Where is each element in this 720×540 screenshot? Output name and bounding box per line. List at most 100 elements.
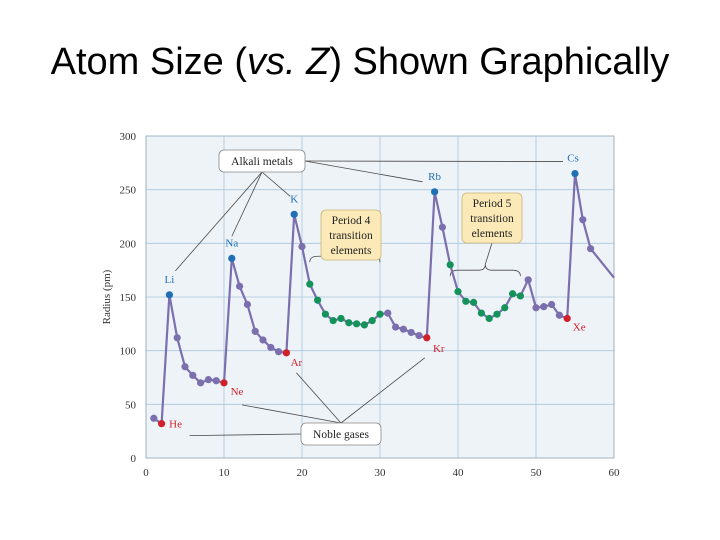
leader-lines [175, 160, 564, 437]
element-label-xe: Xe [573, 321, 586, 333]
data-point-z33 [399, 325, 407, 333]
data-point-z51 [540, 303, 548, 311]
data-point-z34 [407, 328, 415, 337]
y-tick-label: 200 [120, 238, 137, 250]
data-point-z41 [462, 297, 470, 305]
data-point-z26 [345, 319, 353, 327]
data-point-z45 [493, 310, 501, 318]
data-point-z19 [290, 210, 298, 218]
data-point-z11 [228, 254, 236, 262]
period4-callout: Period 4 transition elements [320, 209, 382, 261]
element-label-rb: Rb [428, 171, 441, 183]
data-point-z2 [158, 420, 166, 428]
leader-alkali-rb [304, 160, 423, 183]
period4-box [320, 209, 382, 261]
element-label-li: Li [165, 274, 175, 286]
leader-alkali-cs [304, 160, 564, 162]
data-point-z42 [470, 298, 478, 306]
element-label-k: K [290, 193, 298, 205]
data-point-z56 [579, 216, 587, 224]
data-point-z6 [189, 371, 197, 379]
callouts: Alkali metals Noble gases Period 4 transiti… [218, 149, 523, 446]
data-point-z47 [508, 290, 517, 298]
data-point-z37 [431, 188, 439, 196]
data-point-z30 [376, 310, 384, 318]
noble-gases-label: Noble gases [313, 429, 369, 441]
leader-noble-he [189, 433, 302, 437]
data-point-z1 [150, 414, 158, 422]
data-point-z38 [438, 223, 446, 231]
slide-title: Atom Size (vs. Z) Shown Graphically [50, 41, 670, 83]
data-point-z17 [275, 348, 283, 356]
x-tick-label: 40 [453, 467, 465, 479]
alkali-metals-label: Alkali metals [231, 156, 293, 168]
data-point-z5 [181, 363, 189, 371]
data-points [150, 169, 595, 428]
y-tick-label: 150 [120, 292, 137, 304]
data-point-z32 [392, 323, 400, 331]
data-point-z55 [571, 169, 579, 178]
radius-line [153, 172, 615, 425]
grid [146, 136, 614, 458]
data-point-z25 [337, 314, 345, 323]
data-point-z31 [384, 309, 392, 317]
data-point-z27 [353, 320, 361, 328]
period5-label: Period 5 transition elements [470, 198, 514, 240]
y-tick-label: 50 [125, 399, 137, 411]
data-point-z52 [548, 300, 556, 309]
element-label-cs: Cs [567, 153, 579, 165]
data-point-z7 [197, 379, 205, 387]
data-point-z43 [477, 309, 485, 317]
data-point-z8 [204, 376, 212, 384]
data-point-z57 [587, 245, 595, 253]
data-point-z39 [446, 261, 454, 269]
data-point-z44 [485, 314, 493, 323]
y-tick-label: 0 [131, 453, 137, 465]
element-label-he: He [169, 419, 182, 431]
leader-noble-ne [241, 404, 342, 424]
data-point-z12 [236, 282, 244, 290]
leader-noble-ar [296, 372, 342, 424]
data-point-z22 [314, 296, 322, 304]
alkali-metals-callout: Alkali metals [218, 149, 306, 173]
element-labels: Li Na K Rb Cs He Ne Ar Kr Xe [165, 153, 586, 431]
y-tick-label: 300 [120, 131, 137, 143]
element-label-ar: Ar [291, 357, 303, 369]
data-point-z20 [298, 242, 306, 251]
radius-series [153, 172, 615, 425]
data-point-z10 [220, 379, 228, 387]
data-point-z50 [532, 304, 540, 312]
data-point-z40 [454, 288, 462, 296]
period5-bracket [449, 264, 521, 277]
period4-label: Period 4 transition elements [329, 215, 373, 257]
axes: 0 50 100 150 200 250 300 0 10 20 30 40 50 60 Radius (p… [101, 131, 620, 479]
period5-callout: Period 5 transition elements [461, 192, 523, 244]
leader-period5 [484, 242, 493, 265]
noble-gases-callout: Noble gases [300, 422, 382, 446]
data-point-z15 [259, 336, 267, 344]
data-point-z18 [282, 349, 290, 357]
leader-alkali-na [231, 171, 263, 237]
data-point-z54 [563, 314, 571, 323]
data-point-z24 [329, 317, 337, 325]
element-label-ne: Ne [231, 386, 244, 398]
data-point-z4 [173, 334, 181, 342]
data-point-z13 [243, 300, 251, 309]
data-point-z9 [212, 377, 220, 385]
data-point-z53 [555, 311, 564, 319]
data-point-z48 [516, 292, 525, 300]
data-point-z36 [423, 334, 431, 342]
noble-gases-box [300, 422, 382, 446]
x-tick-label: 60 [609, 467, 621, 479]
period5-box [461, 192, 523, 244]
data-point-z16 [267, 343, 275, 352]
data-point-z46 [501, 304, 509, 312]
x-tick-label: 30 [375, 467, 387, 479]
element-label-kr: Kr [433, 343, 445, 355]
data-point-z29 [368, 317, 376, 325]
data-point-z28 [360, 321, 368, 329]
element-label-na: Na [225, 237, 238, 249]
leader-noble-kr [340, 357, 426, 424]
data-point-z21 [306, 280, 314, 288]
